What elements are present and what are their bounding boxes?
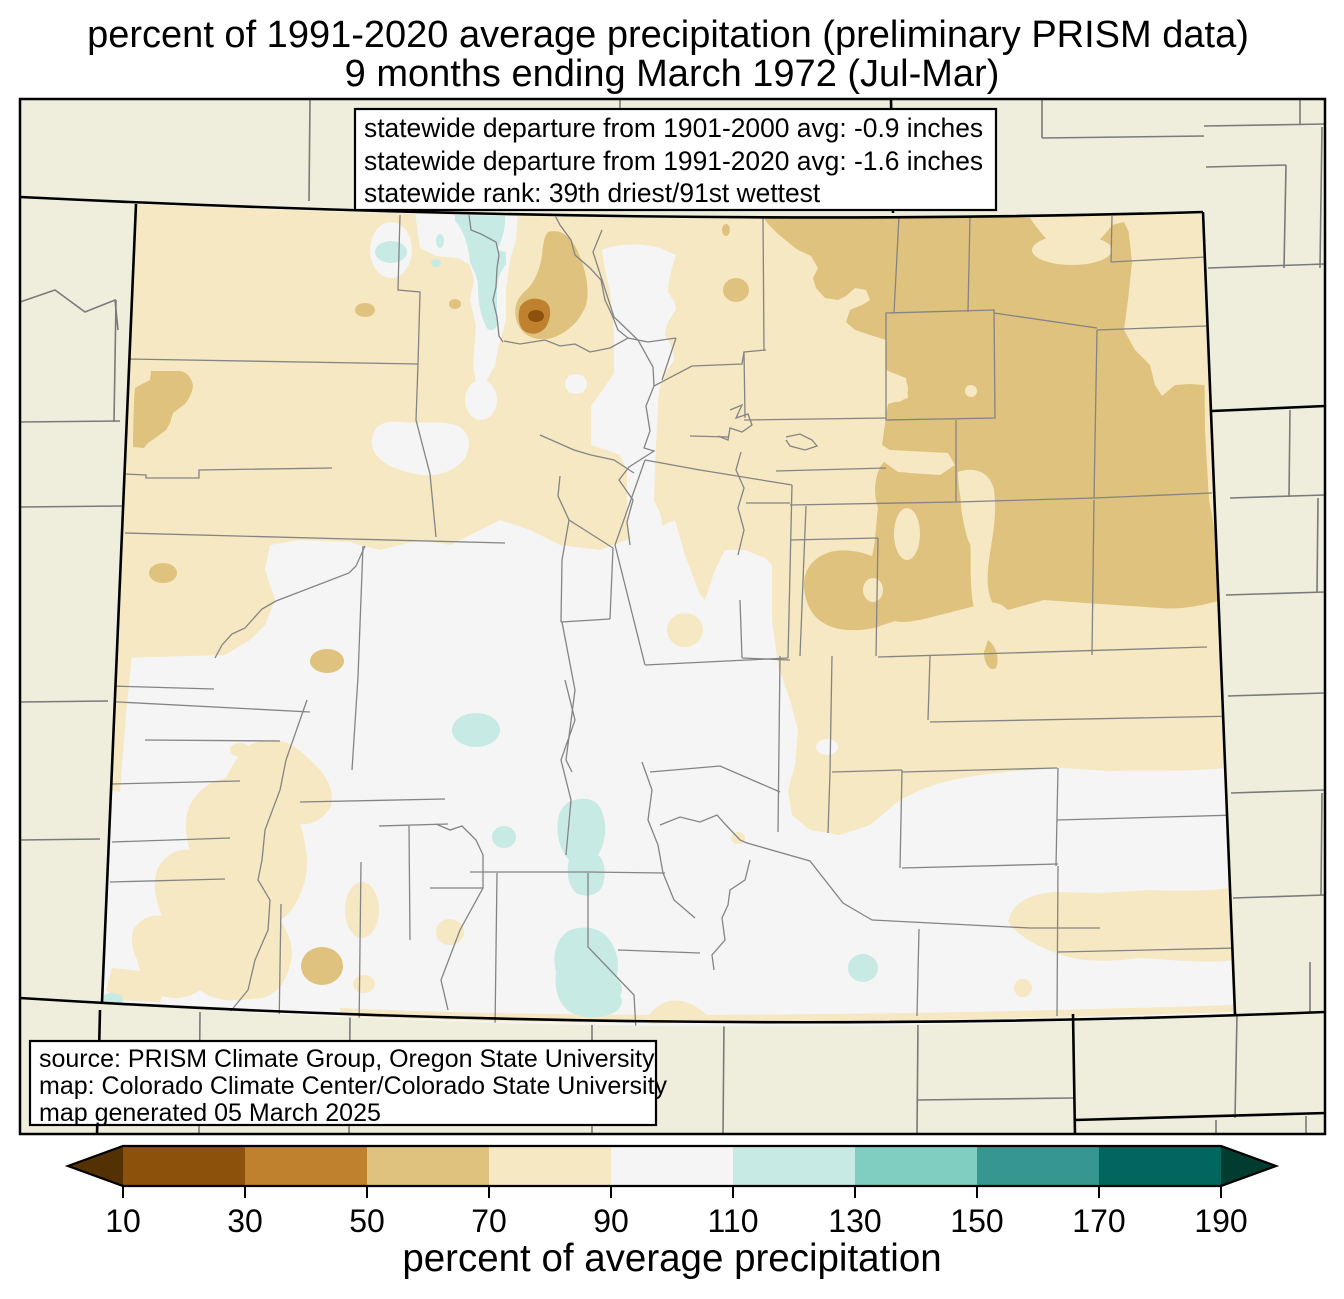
svg-text:70: 70 [471, 1203, 507, 1239]
svg-text:130: 130 [828, 1203, 881, 1239]
svg-text:190: 190 [1194, 1203, 1247, 1239]
svg-text:percent of 1991-2020 average p: percent of 1991-2020 average precipitati… [87, 14, 1249, 56]
svg-text:9 months ending March 1972 (Ju: 9 months ending March 1972 (Jul-Mar) [345, 53, 1000, 95]
svg-text:source: PRISM Climate Group, O: source: PRISM Climate Group, Oregon Stat… [39, 1045, 655, 1073]
svg-text:30: 30 [227, 1203, 263, 1239]
svg-text:50: 50 [349, 1203, 385, 1239]
svg-text:map generated 05 March 2025: map generated 05 March 2025 [39, 1099, 381, 1127]
svg-text:statewide departure from 1901-: statewide departure from 1901-2000 avg: … [364, 113, 983, 143]
svg-text:90: 90 [593, 1203, 629, 1239]
svg-text:percent of average precipitati: percent of average precipitation [402, 1237, 941, 1280]
svg-text:110: 110 [707, 1203, 758, 1239]
svg-text:statewide rank: 39th driest/91: statewide rank: 39th driest/91st wettest [364, 178, 821, 208]
svg-text:map: Colorado Climate Center/C: map: Colorado Climate Center/Colorado St… [39, 1072, 668, 1100]
svg-text:170: 170 [1072, 1203, 1125, 1239]
svg-text:10: 10 [105, 1203, 141, 1239]
svg-text:statewide departure from 1991-: statewide departure from 1991-2020 avg: … [364, 146, 983, 176]
svg-text:150: 150 [950, 1203, 1003, 1239]
